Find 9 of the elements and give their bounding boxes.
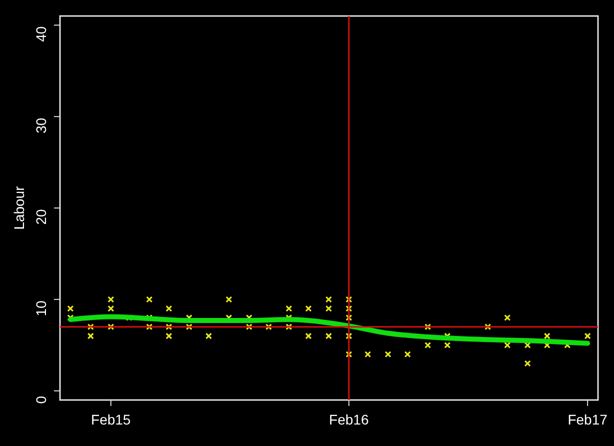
x-tick-label: Feb15: [91, 411, 131, 428]
y-tick-label: 20: [33, 209, 49, 225]
y-tick-label: 40: [33, 26, 49, 42]
x-tick-label: Feb16: [329, 411, 369, 428]
y-tick-label: 0: [33, 396, 49, 404]
y-tick-label: 30: [33, 118, 49, 134]
y-tick-label: 10: [33, 300, 49, 316]
x-tick-label: Feb17: [568, 411, 608, 428]
y-axis-title: Labour: [11, 186, 27, 230]
